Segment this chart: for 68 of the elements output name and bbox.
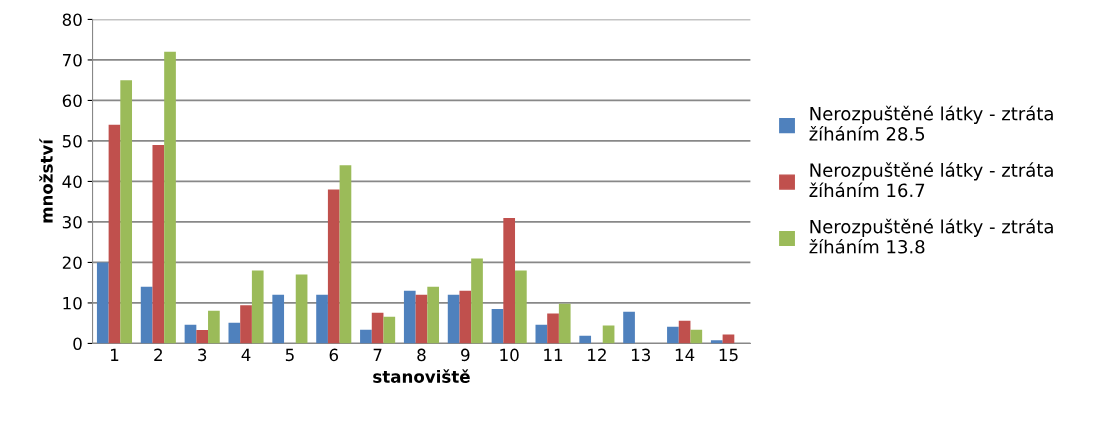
bar <box>120 80 133 344</box>
bar <box>471 258 483 344</box>
bar <box>152 144 165 344</box>
y-tick-label: 10 <box>63 296 82 310</box>
bar <box>164 51 176 344</box>
x-tick-label: 6 <box>329 348 339 362</box>
x-tick-label: 11 <box>544 348 563 361</box>
x-tick-label: 15 <box>719 348 738 362</box>
y-tick-label: 0 <box>73 337 82 351</box>
bar <box>579 335 592 344</box>
bar <box>196 330 209 344</box>
x-tick-label: 14 <box>675 348 695 361</box>
bar <box>208 310 220 344</box>
bar <box>491 309 504 344</box>
x-tick-label: 1 <box>111 348 119 361</box>
legend-label: Nerozpuštěné látky - ztráta žíháním 28.5 <box>809 105 1053 141</box>
bar <box>228 322 241 344</box>
x-tick-label: 13 <box>631 348 651 362</box>
x-tick-label: 8 <box>417 348 426 362</box>
bar <box>602 325 615 344</box>
bar <box>327 189 340 344</box>
x-tick-label: 12 <box>588 348 606 361</box>
bar <box>316 294 328 344</box>
bar <box>383 316 396 344</box>
x-tick-label: 9 <box>461 348 470 362</box>
bar <box>515 270 527 344</box>
x-tick-label: 3 <box>198 348 207 362</box>
x-tick-label: 4 <box>241 348 251 361</box>
bar <box>295 274 308 344</box>
bar <box>678 320 691 344</box>
y-tick-label: 60 <box>62 94 82 108</box>
bar <box>459 290 472 344</box>
bar <box>558 303 571 344</box>
bar <box>240 305 252 344</box>
y-tick-label: 70 <box>62 53 82 67</box>
bar <box>140 286 153 344</box>
bar <box>360 329 372 344</box>
bar <box>690 329 703 344</box>
x-tick-label: 7 <box>373 348 382 361</box>
bar <box>535 324 548 344</box>
bar <box>272 294 285 344</box>
bar <box>96 262 109 344</box>
y-tick-label: 40 <box>62 175 82 189</box>
x-tick-label: 2 <box>154 348 162 361</box>
y-tick-label: 80 <box>62 13 82 27</box>
bar <box>403 290 416 344</box>
y-axis-title: množství <box>39 138 53 223</box>
x-axis-title: stanoviště <box>373 369 470 383</box>
y-tick-label: 50 <box>62 134 82 148</box>
bar <box>251 270 264 344</box>
bar <box>415 294 428 344</box>
x-tick-label: 10 <box>500 348 519 362</box>
bar <box>339 165 352 344</box>
bar <box>667 326 679 344</box>
bar <box>547 313 559 344</box>
bar <box>503 217 516 344</box>
bar <box>108 124 121 344</box>
y-tick-label: 20 <box>62 256 82 270</box>
x-tick-label: 5 <box>285 348 294 362</box>
bar <box>184 324 197 344</box>
bar <box>623 311 635 344</box>
y-tick-label: 30 <box>62 215 82 229</box>
bar <box>710 340 723 344</box>
legend-label: Nerozpuštěné látky - ztráta žíháním 16.7 <box>809 162 1053 198</box>
bar <box>447 294 460 344</box>
bar <box>427 286 440 344</box>
legend-label: Nerozpuštěné látky - ztráta žíháním 13.8 <box>809 218 1053 254</box>
bar <box>371 312 384 344</box>
